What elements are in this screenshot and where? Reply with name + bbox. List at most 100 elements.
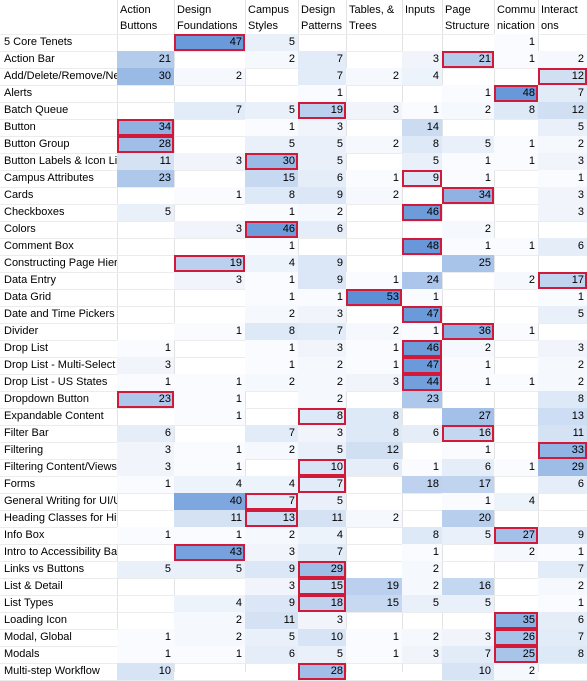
- heatmap-cell: 5: [245, 136, 298, 153]
- heatmap-cell: [494, 391, 538, 408]
- heatmap-cell: 1: [494, 238, 538, 255]
- heatmap-cell: [245, 408, 298, 425]
- heatmap-cell: 15: [346, 595, 402, 612]
- row-label: Drop List - US States: [4, 376, 108, 388]
- heatmap-cell: 9: [298, 272, 346, 289]
- heatmap-cell: [494, 578, 538, 595]
- heatmap-cell: [346, 476, 402, 493]
- heatmap-cell: 12: [346, 442, 402, 459]
- heatmap-cell: 1: [402, 102, 442, 119]
- heatmap-cell: 1: [245, 289, 298, 306]
- heatmap-cell: [346, 221, 402, 238]
- heatmap-cell: 24: [402, 272, 442, 289]
- heatmap-cell: [442, 612, 494, 629]
- heatmap-cell: [494, 425, 538, 442]
- heatmap-cell: 14: [402, 119, 442, 136]
- heatmap-cell: 2: [298, 204, 346, 221]
- grid-horizontal-line: [0, 85, 587, 86]
- heatmap-cell: [346, 119, 402, 136]
- row-label: List Types: [4, 597, 54, 609]
- heatmap-cell: 1: [117, 629, 174, 646]
- heatmap-cell: 2: [174, 612, 245, 629]
- column-header: Interact ons: [541, 4, 578, 32]
- heatmap-cell: 10: [298, 459, 346, 476]
- heatmap-cell: 4: [174, 476, 245, 493]
- heatmap-cell: 8: [346, 408, 402, 425]
- heatmap-cell: 3: [442, 629, 494, 646]
- row-label: Data Grid: [4, 291, 52, 303]
- heatmap-cell: 5: [298, 442, 346, 459]
- heatmap-cell: 1: [117, 476, 174, 493]
- heatmap-cell: 29: [538, 459, 587, 476]
- heatmap-cell: [494, 306, 538, 323]
- heatmap-cell: 7: [538, 629, 587, 646]
- heatmap-cell: [346, 391, 402, 408]
- heatmap-cell: [245, 459, 298, 476]
- heatmap-cell: 6: [117, 425, 174, 442]
- heatmap-cell: 7: [538, 85, 587, 102]
- heatmap-cell: 2: [402, 629, 442, 646]
- heatmap-cell: [402, 612, 442, 629]
- heatmap-cell: 11: [538, 425, 587, 442]
- heatmap-cell: 12: [538, 68, 587, 85]
- heatmap-cell: 3: [346, 102, 402, 119]
- heatmap-cell: [174, 51, 245, 68]
- heatmap-cell: [402, 34, 442, 51]
- heatmap-cell: [117, 544, 174, 561]
- heatmap-cell: [442, 289, 494, 306]
- heatmap-cell: 5: [402, 595, 442, 612]
- heatmap-cell: 15: [245, 170, 298, 187]
- heatmap-cell: 12: [538, 102, 587, 119]
- heatmap-cell: 5: [245, 629, 298, 646]
- row-label: 5 Core Tenets: [4, 36, 73, 48]
- heatmap-cell: 25: [494, 646, 538, 663]
- heatmap-cell: 18: [402, 476, 442, 493]
- heatmap-cell: 1: [442, 442, 494, 459]
- heatmap-cell: 2: [494, 272, 538, 289]
- heatmap-cell: 1: [245, 119, 298, 136]
- heatmap-cell: [174, 578, 245, 595]
- heatmap-cell: 1: [174, 408, 245, 425]
- heatmap-cell: 3: [174, 272, 245, 289]
- row-label: Loading Icon: [4, 614, 67, 626]
- heatmap-cell: 5: [402, 153, 442, 170]
- heatmap-cell: [442, 272, 494, 289]
- heatmap-cell: 18: [298, 595, 346, 612]
- heatmap-cell: 46: [402, 204, 442, 221]
- heatmap-cell: 3: [538, 153, 587, 170]
- heatmap-cell: 8: [346, 425, 402, 442]
- heatmap-cell: 3: [298, 119, 346, 136]
- heatmap-cell: 1: [245, 204, 298, 221]
- heatmap-cell: [442, 391, 494, 408]
- heatmap-cell: 6: [538, 238, 587, 255]
- heatmap-cell: 20: [442, 510, 494, 527]
- row-label: Drop List - Multi-Select: [4, 359, 116, 371]
- heatmap-cell: 7: [298, 323, 346, 340]
- heatmap-cell: 1: [174, 459, 245, 476]
- row-label: Dropdown Button: [4, 393, 89, 405]
- heatmap-cell: 7: [538, 561, 587, 578]
- heatmap-cell: 11: [245, 612, 298, 629]
- heatmap-cell: 9: [402, 170, 442, 187]
- heatmap-cell: [346, 238, 402, 255]
- heatmap-cell: 47: [174, 34, 245, 51]
- heatmap-cell: 3: [117, 459, 174, 476]
- heatmap-cell: 1: [117, 374, 174, 391]
- row-label: Data Entry: [4, 274, 56, 286]
- heatmap-cell: 2: [538, 51, 587, 68]
- heatmap-cell: 2: [298, 374, 346, 391]
- heatmap-cell: 1: [402, 459, 442, 476]
- heatmap-cell: [442, 204, 494, 221]
- heatmap-cell: 7: [298, 544, 346, 561]
- heatmap-cell: [117, 493, 174, 510]
- heatmap-cell: 5: [298, 136, 346, 153]
- heatmap-cell: 2: [402, 561, 442, 578]
- heatmap-cell: [174, 340, 245, 357]
- row-label: Add/Delete/Remove/Ne: [4, 70, 117, 82]
- heatmap-cell: [117, 187, 174, 204]
- heatmap-cell: 47: [402, 306, 442, 323]
- heatmap-cell: 4: [174, 595, 245, 612]
- heatmap-cell: 23: [402, 391, 442, 408]
- heatmap-cell: 1: [245, 340, 298, 357]
- heatmap-cell: [346, 255, 402, 272]
